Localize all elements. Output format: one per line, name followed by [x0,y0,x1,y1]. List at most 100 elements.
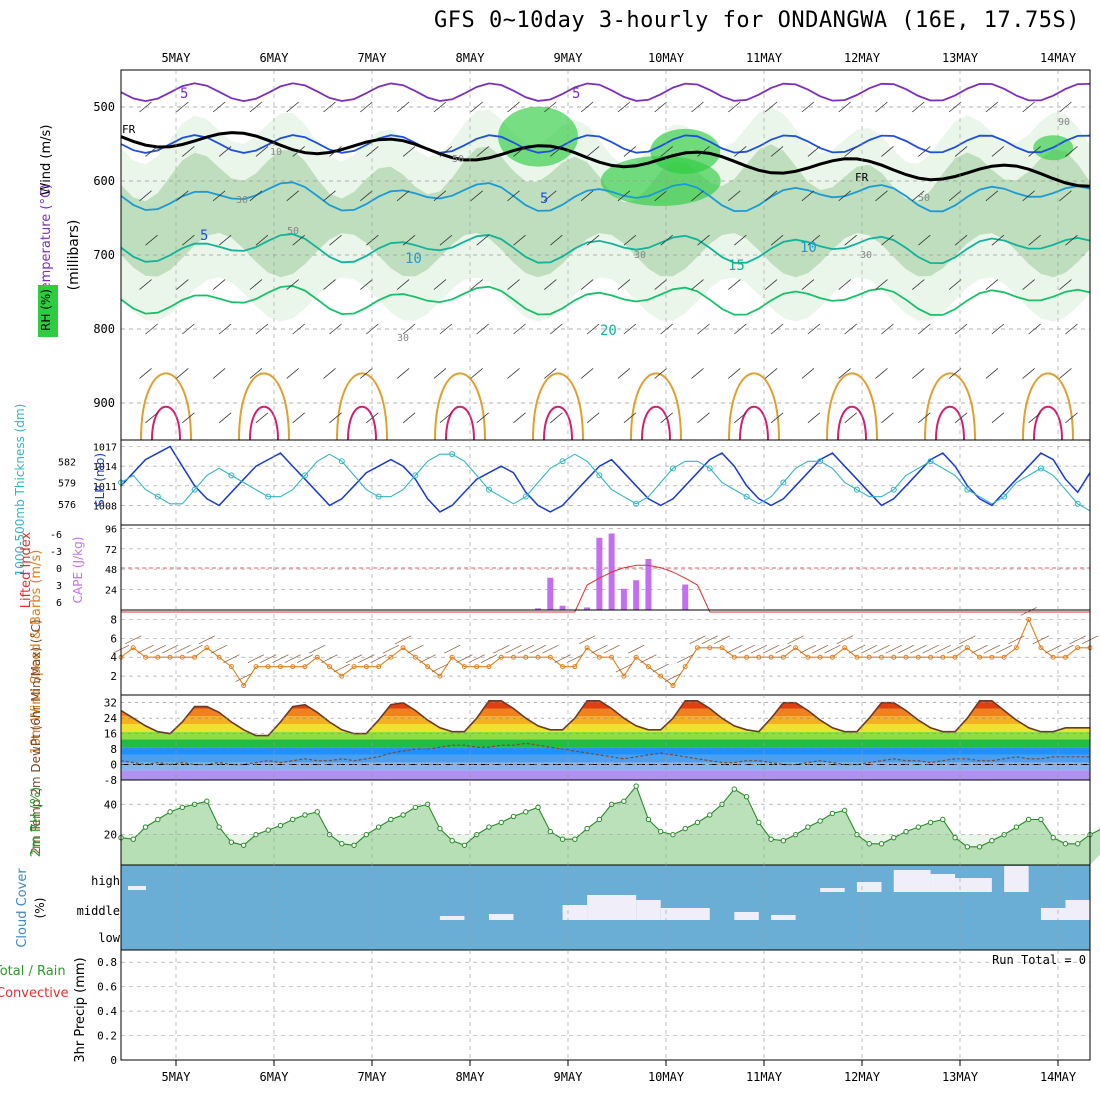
temperature-side-label: Temperature (°C) [39,184,54,297]
contour-label: 5 [200,228,208,244]
wind-barb [918,412,931,424]
wind-barb [728,279,741,290]
wind-barb [807,323,821,335]
thickness-marker [191,486,198,493]
wind-barb [764,101,778,113]
wind-speed-marker [376,664,382,670]
rh-marker [375,824,382,830]
cape-tick-label: 24 [105,586,117,597]
wind-barb [182,146,195,157]
rh-marker [339,841,345,847]
temperature-isoline-hot [445,405,475,441]
surface-wind-barb [1020,607,1037,616]
wind-speed-marker [179,654,185,660]
wind-barb [176,101,189,113]
wind-barb [176,368,189,379]
temperature-isoline-warm [532,372,584,441]
wind-barb [212,279,226,290]
surface-wind-barb [382,644,400,654]
cloud-level-label: low [98,931,120,945]
rh-marker [633,783,639,789]
rh-marker [535,804,541,811]
surface-wind-barb [272,654,289,663]
wind-barb [801,190,815,202]
wind-barb [617,368,631,379]
wind-barb [212,101,226,113]
rh-area [121,786,1100,865]
wind-barb [1059,101,1072,113]
temperature-isoline [120,284,1091,316]
rh-shade-band [121,144,1090,278]
temperature-isoline-hot [249,405,279,441]
rh-marker [547,828,554,835]
wind-barb [954,234,968,246]
thickness-marker [964,486,971,493]
wind-barb [654,101,667,113]
wind-speed-marker [192,654,198,660]
wind-barb [439,323,453,335]
wind-barb [875,190,888,202]
wind-barb [402,234,416,246]
surface-wind-barb [836,635,853,645]
temp-tick-label: -8 [104,774,117,787]
wind-barb [838,279,851,290]
wind-barb [991,412,1005,424]
slp-tick-label: 1014 [93,462,117,473]
wind-speed-marker [1013,645,1019,651]
thickness-marker [1037,465,1044,472]
wind-barb [433,368,447,379]
cloud-block-high [820,888,845,892]
chart-title: GFS 0~10day 3-hourly for ONDANGWA (16E, … [433,8,1080,33]
wind-axis-label: 10m Wind Speed & Barbs (m/s) [29,550,44,755]
wind-barb [1059,279,1072,290]
precip-axis-label: 3hr Precip (mm) [73,957,88,1062]
wind-barb [470,368,483,379]
surface-wind-barb [493,644,510,654]
surface-wind-barb [811,644,829,654]
contour-label: 30 [397,333,409,344]
temperature-isoline-warm [434,372,486,441]
wind-barb [513,234,526,246]
wind-speed-marker [682,664,688,670]
wind-barb [697,323,710,335]
temperature-isoline [120,134,1091,154]
rh-marker [1038,816,1044,823]
surface-wind-barb [161,644,179,654]
wind-barb [218,234,232,246]
temp-band [121,762,1090,771]
wind-barb [875,279,888,290]
rh-marker [142,824,149,830]
wind-speed-marker [216,654,222,660]
wind-barb [728,190,741,202]
wind-barb [991,323,1005,335]
surface-wind-barb [125,635,142,645]
wind-barb [1022,368,1035,379]
thickness-marker [596,472,603,479]
surface-wind-barb [358,654,375,663]
thickness-marker [817,458,824,465]
wind-speed-marker [265,664,271,670]
temp-band [121,716,1090,724]
wind-speed-marker [866,654,872,660]
rh-marker [204,798,210,804]
wind-barb [770,323,784,335]
wind-barb [881,146,894,157]
surface-wind-barb [529,644,547,654]
temp-tick-label: 32 [104,697,117,710]
surface-wind-barb [321,654,338,663]
rh-marker [449,838,455,844]
precip-tick-label: 0 [110,1054,117,1067]
cloud-block-high [856,882,882,892]
contour-label: 50 [287,226,299,237]
wind-barb [660,323,673,335]
thickness-marker [338,458,345,465]
contour-label: 10 [800,240,817,256]
wind-barb [255,323,269,335]
temperature-isoline-warm [1022,372,1074,441]
wind-barb [1065,412,1078,424]
wind-speed-marker [903,654,909,660]
wind-barb [875,368,888,379]
freezing-level-line [120,131,1091,188]
wind-barb [912,190,925,202]
wind-barb [691,190,704,202]
